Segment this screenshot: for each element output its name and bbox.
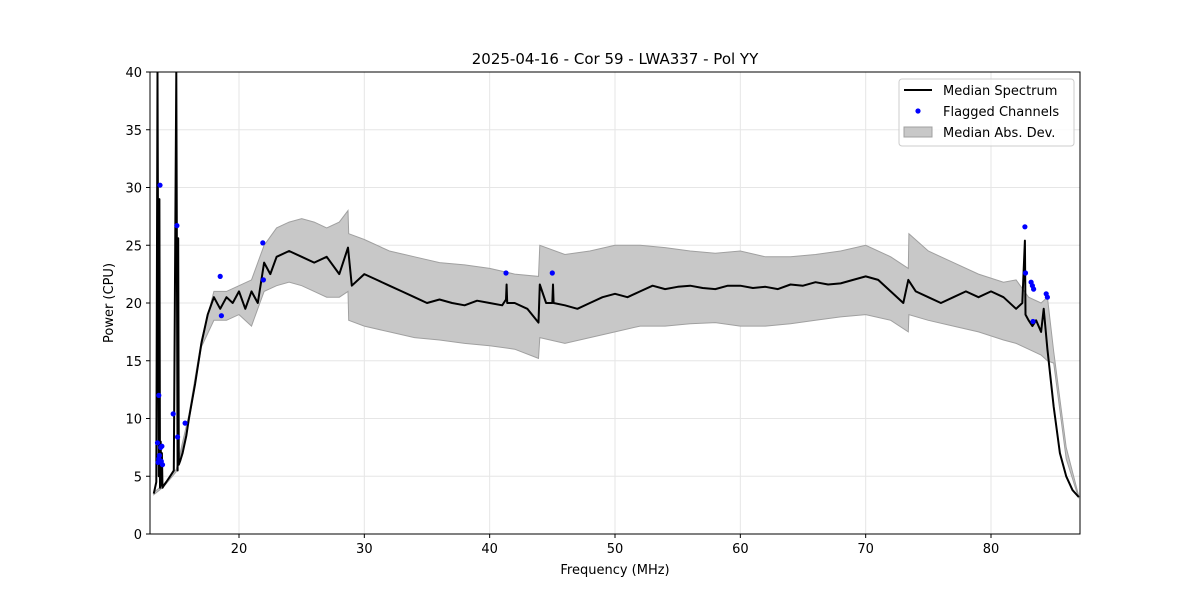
legend: Median Spectrum Flagged Channels Median …	[898, 78, 1075, 147]
x-tick-label: 30	[356, 542, 373, 557]
flagged-channel-point	[156, 392, 162, 398]
flagged-channel-point	[549, 270, 555, 276]
flagged-channel-point	[260, 240, 266, 246]
legend-flagged-marker	[915, 108, 921, 114]
legend-flagged-label: Flagged Channels	[943, 105, 1059, 120]
flagged-channel-point	[154, 440, 161, 446]
flagged-channel-point	[1030, 318, 1036, 325]
y-tick-label: 10	[125, 413, 142, 428]
flagged-channel-point	[1044, 294, 1050, 300]
y-tick-label: 40	[125, 66, 142, 81]
legend-mad-swatch	[903, 126, 933, 138]
flagged-channel-point	[170, 411, 176, 417]
flagged-channel-point	[157, 182, 163, 188]
chart-title: 2025-04-16 - Cor 59 - LWA337 - Pol YY	[472, 50, 759, 68]
x-tick-label: 50	[607, 542, 624, 557]
y-tick-label: 35	[125, 124, 142, 139]
legend-median-label: Median Spectrum	[943, 84, 1057, 99]
legend-mad-label: Median Abs. Dev.	[943, 126, 1055, 141]
flagged-channel-point	[260, 277, 266, 283]
y-tick-label: 0	[134, 528, 142, 543]
flagged-channel-point	[1022, 224, 1028, 230]
flagged-channel-point	[156, 452, 162, 459]
flagged-channel-point	[159, 443, 165, 449]
y-tick-label: 25	[125, 239, 142, 254]
y-tick-label: 20	[125, 297, 142, 312]
x-tick-label: 40	[481, 542, 498, 557]
flagged-channel-point	[1031, 286, 1037, 292]
flagged-channel-point	[159, 462, 166, 468]
x-tick-label: 80	[983, 542, 1000, 557]
flagged-channel-point	[174, 223, 180, 229]
x-axis-label: Frequency (MHz)	[560, 563, 669, 578]
x-tick-label: 20	[231, 542, 248, 557]
y-tick-label: 5	[134, 470, 142, 485]
x-tick-label: 70	[857, 542, 874, 557]
median-spectrum-line	[152, 72, 1080, 498]
flagged-channel-point	[1022, 270, 1029, 276]
x-tick-label: 60	[732, 542, 749, 557]
flagged-channel-point	[175, 434, 181, 440]
flagged-channel-point	[503, 270, 509, 276]
flagged-channel-point	[182, 420, 188, 426]
y-tick-label: 30	[125, 182, 142, 197]
y-axis-label: Power (CPU)	[102, 263, 117, 343]
flagged-channel-point	[218, 313, 224, 319]
y-tick-label: 15	[125, 355, 142, 370]
legend-box	[898, 78, 1075, 147]
flagged-channel-point	[217, 273, 223, 279]
